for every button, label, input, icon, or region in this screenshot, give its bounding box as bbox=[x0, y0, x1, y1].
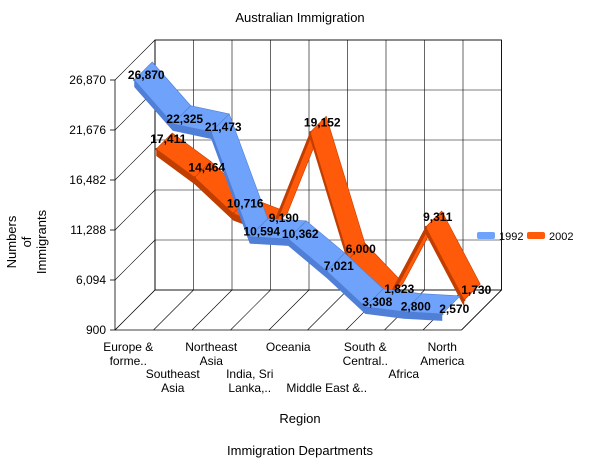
y-tick-labels: 900 6,094 11,288 16,482 21,676 26,870 bbox=[69, 73, 115, 337]
x-tick-label: Africa bbox=[388, 367, 419, 381]
series-2002-point bbox=[424, 225, 427, 229]
series-1992-point bbox=[402, 310, 405, 313]
floor-line bbox=[153, 289, 194, 331]
legend-swatch-1992 bbox=[477, 232, 495, 239]
series-1992-point bbox=[210, 130, 213, 134]
grid-line-side bbox=[114, 139, 156, 181]
data-label: 17,411 bbox=[150, 132, 186, 146]
legend-label-1992: 1992 bbox=[499, 231, 523, 243]
x-tick-label: Oceania bbox=[266, 340, 311, 354]
y-tick-label: 11,288 bbox=[70, 223, 106, 237]
series-2002-point bbox=[463, 298, 466, 302]
floor-line bbox=[191, 289, 233, 331]
x-tick-label: South & Central.. bbox=[343, 340, 388, 368]
data-label: 10,716 bbox=[227, 197, 264, 211]
data-label: 10,362 bbox=[282, 227, 319, 241]
series-2002-point bbox=[232, 212, 235, 215]
data-label: 2,570 bbox=[439, 302, 469, 316]
series-1992-point bbox=[441, 312, 444, 316]
data-label: 1,823 bbox=[384, 282, 414, 296]
series-1992-point bbox=[248, 235, 251, 238]
series-1992-point bbox=[364, 305, 367, 309]
data-label: 22,325 bbox=[166, 112, 203, 126]
series-2002-point bbox=[309, 131, 312, 134]
floor-line bbox=[114, 289, 156, 331]
y-axis-label-line-3: Immigrants bbox=[34, 209, 49, 274]
series-1992-point bbox=[325, 269, 328, 273]
y-tick-label: 6,094 bbox=[76, 273, 106, 287]
series-1992-point bbox=[171, 122, 174, 125]
data-label: 9,311 bbox=[423, 210, 453, 224]
series-1992-point bbox=[133, 78, 136, 82]
y-tick-label: 900 bbox=[86, 323, 106, 337]
x-tick-label: Southeast Asia bbox=[146, 367, 201, 395]
floor-line bbox=[307, 289, 348, 331]
data-label: 21,473 bbox=[205, 120, 242, 134]
y-tick-label: 16,482 bbox=[69, 173, 106, 187]
floor-line bbox=[268, 289, 310, 331]
data-label: 9,190 bbox=[269, 211, 299, 225]
y-tick-label: 26,870 bbox=[69, 73, 106, 87]
data-label: 14,464 bbox=[188, 160, 225, 174]
x-axis-label: Region bbox=[279, 411, 320, 426]
x-tick-label: Europe & forme.. bbox=[103, 340, 153, 368]
grid-line-side bbox=[114, 189, 156, 231]
legend-label-2002: 2002 bbox=[549, 231, 573, 243]
data-label: 19,152 bbox=[304, 115, 341, 129]
data-label: 1,730 bbox=[461, 283, 491, 297]
floor-line bbox=[230, 289, 271, 331]
chart-series bbox=[133, 61, 481, 321]
y-axis-label-line-2: of bbox=[19, 236, 34, 247]
chart-axes bbox=[114, 39, 502, 331]
x-tick-label: North America bbox=[420, 340, 464, 368]
floor-right-edge bbox=[461, 289, 502, 331]
x-tick-label: Middle East &.. bbox=[286, 381, 367, 395]
data-label: 3,308 bbox=[362, 295, 392, 309]
chart-legend: 1992 2002 bbox=[477, 231, 573, 243]
grid-line-side bbox=[114, 39, 156, 81]
data-label: 26,870 bbox=[128, 68, 165, 82]
chart-title: Australian Immigration bbox=[235, 10, 364, 25]
y-axis-label-line-1: Numbers bbox=[4, 215, 19, 268]
chart-footer: Immigration Departments bbox=[227, 443, 373, 458]
data-label: 7,021 bbox=[324, 259, 354, 273]
legend-swatch-2002 bbox=[527, 232, 545, 239]
series-2002-point bbox=[193, 176, 196, 179]
data-label: 6,000 bbox=[346, 242, 376, 256]
y-tick-label: 21,676 bbox=[69, 123, 106, 137]
data-label: 2,800 bbox=[401, 300, 431, 314]
x-tick-label: India, Sri Lanka,.. bbox=[226, 367, 273, 395]
data-label: 10,594 bbox=[243, 225, 280, 239]
grid-line-side bbox=[114, 239, 156, 281]
x-tick-label: Northeast Asia bbox=[185, 340, 238, 368]
series-2002-point bbox=[155, 147, 158, 151]
series-1992-point bbox=[287, 237, 290, 241]
